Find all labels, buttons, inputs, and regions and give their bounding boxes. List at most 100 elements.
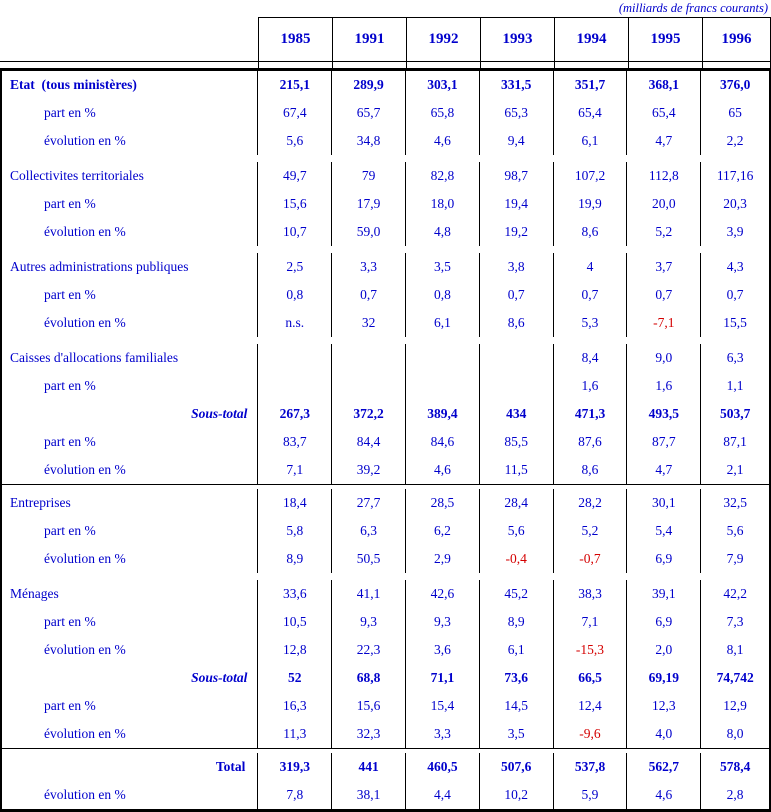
table-row: Etat (tous ministères) 215,1 289,9 303,1 331… bbox=[2, 71, 769, 99]
value-cell: 8,1 bbox=[700, 636, 769, 664]
year-header: 1996 bbox=[702, 17, 771, 61]
row-label: part en % bbox=[44, 287, 96, 302]
value-cell: 537,8 bbox=[552, 753, 627, 781]
value-cell: 9,0 bbox=[626, 344, 700, 372]
table-row: évolution en % n.s. 32 6,1 8,6 5,3 -7,1 15,5 bbox=[2, 309, 769, 337]
value-cell: 7,1 bbox=[257, 456, 331, 484]
table-row: part en % 1,6 1,6 1,1 bbox=[2, 372, 769, 400]
value-cell: 10,5 bbox=[257, 608, 331, 636]
value-cell: 4,4 bbox=[405, 781, 479, 809]
year-header: 1985 bbox=[258, 17, 332, 61]
row-label: évolution en % bbox=[44, 315, 126, 330]
value-cell: 20,0 bbox=[626, 190, 700, 218]
value-cell: -0,7 bbox=[552, 545, 627, 573]
value-cell: 578,4 bbox=[700, 753, 769, 781]
value-cell: 3,9 bbox=[700, 218, 769, 246]
gap-spacer bbox=[628, 62, 702, 68]
value-cell: 9,3 bbox=[405, 608, 479, 636]
gap-spacer bbox=[406, 62, 480, 68]
row-label: Sous-total bbox=[191, 406, 248, 421]
row-label: évolution en % bbox=[44, 224, 126, 239]
value-cell: 6,1 bbox=[478, 636, 553, 664]
value-cell: 507,6 bbox=[478, 753, 553, 781]
value-cell: 0,7 bbox=[478, 281, 553, 309]
value-cell: 3,6 bbox=[405, 636, 479, 664]
year-header: 1994 bbox=[554, 17, 628, 61]
value-cell: 4,7 bbox=[626, 127, 700, 155]
table-row: évolution en % 10,7 59,0 4,8 19,2 8,6 5,2 3,9 bbox=[2, 218, 769, 246]
table-row: Ménages 33,6 41,1 42,6 45,2 38,3 39,1 42,2 bbox=[2, 573, 769, 608]
value-cell: 4,3 bbox=[700, 253, 769, 281]
value-cell: 32,3 bbox=[331, 720, 405, 748]
value-cell: -9,6 bbox=[552, 720, 627, 748]
value-cell: 4,7 bbox=[626, 456, 700, 484]
table-row: part en % 16,3 15,6 15,4 14,5 12,4 12,3 12,9 bbox=[2, 692, 769, 720]
value-cell: 319,3 bbox=[257, 753, 331, 781]
table-row: Total 319,3 441 460,5 507,6 537,8 562,7 578,4 bbox=[2, 748, 769, 781]
value-cell: 3,3 bbox=[331, 253, 405, 281]
value-cell: 17,9 bbox=[331, 190, 405, 218]
gap-spacer bbox=[480, 62, 554, 68]
value-cell: 289,9 bbox=[331, 71, 405, 99]
value-cell: 84,4 bbox=[331, 428, 405, 456]
row-label: Caisses d'allocations familiales bbox=[10, 350, 179, 365]
table-row: Autres administrations publiques 2,5 3,3 3,… bbox=[2, 246, 769, 281]
value-cell: 98,7 bbox=[478, 162, 553, 190]
value-cell: 117,16 bbox=[700, 162, 769, 190]
value-cell: 2,5 bbox=[257, 253, 331, 281]
table-row: Caisses d'allocations familiales 8,4 9,0 6,… bbox=[2, 337, 769, 372]
row-label: Sous-total bbox=[191, 670, 248, 685]
value-cell: 42,2 bbox=[700, 580, 769, 608]
row-label: évolution en % bbox=[44, 551, 126, 566]
value-cell: 12,8 bbox=[257, 636, 331, 664]
value-cell: 8,9 bbox=[478, 608, 553, 636]
value-cell: 12,4 bbox=[552, 692, 627, 720]
value-cell: 66,5 bbox=[552, 664, 627, 692]
value-cell bbox=[405, 372, 479, 400]
value-cell: 27,7 bbox=[331, 489, 405, 517]
value-cell: 50,5 bbox=[331, 545, 405, 573]
year-header: 1992 bbox=[406, 17, 480, 61]
value-cell: 6,3 bbox=[331, 517, 405, 545]
value-cell: 65,4 bbox=[552, 99, 627, 127]
value-cell: 303,1 bbox=[404, 71, 479, 99]
value-cell: 11,3 bbox=[257, 720, 331, 748]
row-label: part en % bbox=[44, 105, 96, 120]
row-label: Ménages bbox=[10, 586, 59, 601]
value-cell bbox=[257, 344, 331, 372]
table-row: Collectivites territoriales 49,7 79 82,8 98,… bbox=[2, 155, 769, 190]
table-row: part en % 67,4 65,7 65,8 65,3 65,4 65,4 65 bbox=[2, 99, 769, 127]
value-cell: 5,2 bbox=[552, 517, 627, 545]
value-cell: 460,5 bbox=[404, 753, 479, 781]
value-cell: 5,6 bbox=[700, 517, 769, 545]
gap-spacer bbox=[258, 62, 332, 68]
value-cell: 3,8 bbox=[478, 253, 553, 281]
value-cell: 82,8 bbox=[404, 162, 479, 190]
value-cell: 83,7 bbox=[257, 428, 331, 456]
units-caption: (milliards de francs courants) bbox=[618, 1, 768, 15]
value-cell: 8,6 bbox=[552, 456, 627, 484]
value-cell: 73,6 bbox=[478, 664, 553, 692]
row-label: Collectivites territoriales bbox=[10, 168, 144, 183]
year-header-row: 1985 1991 1992 1993 1994 1995 1996 bbox=[0, 17, 771, 62]
value-cell: 6,3 bbox=[700, 344, 769, 372]
table-row: évolution en % 11,3 32,3 3,3 3,5 -9,6 4,0 8,0 bbox=[2, 720, 769, 748]
value-cell: 3,3 bbox=[405, 720, 479, 748]
value-cell: 5,4 bbox=[626, 517, 700, 545]
row-label: part en % bbox=[44, 698, 96, 713]
row-label: Autres administrations publiques bbox=[10, 259, 189, 274]
value-cell: 33,6 bbox=[257, 580, 331, 608]
value-cell: 38,3 bbox=[552, 580, 627, 608]
table-row: évolution en % 7,8 38,1 4,4 10,2 5,9 4,6 2,8 bbox=[2, 781, 769, 809]
value-cell: 59,0 bbox=[331, 218, 405, 246]
value-cell: 4,0 bbox=[626, 720, 700, 748]
value-cell: 7,9 bbox=[700, 545, 769, 573]
value-cell: 16,3 bbox=[257, 692, 331, 720]
value-cell: 8,6 bbox=[478, 309, 553, 337]
table-row: évolution en % 8,9 50,5 2,9 -0,4 -0,7 6,9 7,9 bbox=[2, 545, 769, 573]
value-cell: 15,4 bbox=[405, 692, 479, 720]
value-cell: 87,1 bbox=[700, 428, 769, 456]
value-cell: 19,2 bbox=[478, 218, 553, 246]
table-row: part en % 83,7 84,4 84,6 85,5 87,6 87,7 87,1 bbox=[2, 428, 769, 456]
